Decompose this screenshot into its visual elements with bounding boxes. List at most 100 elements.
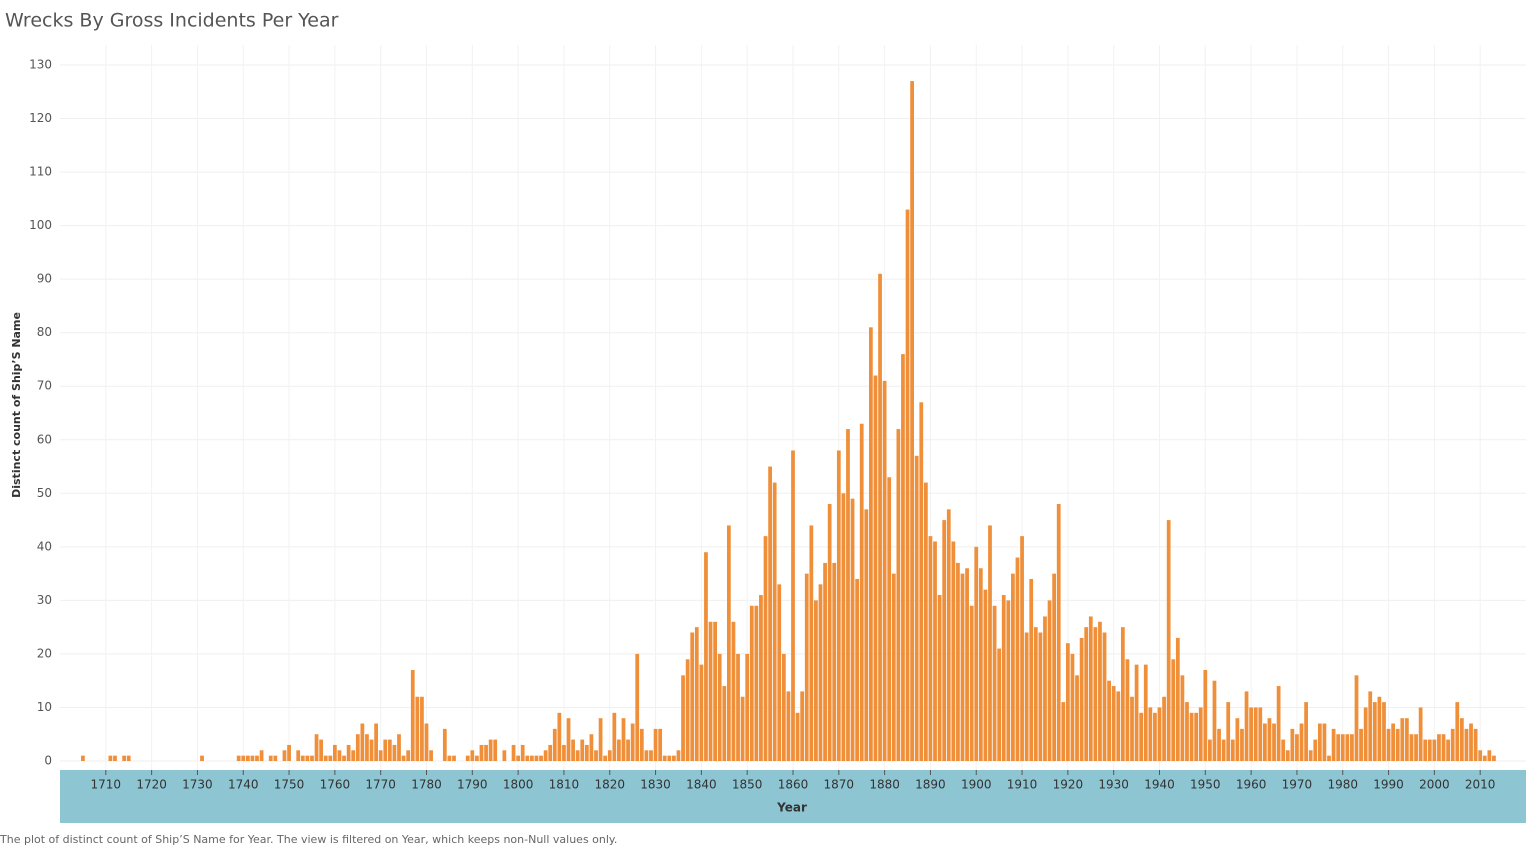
bar [1093,627,1098,761]
bar [108,755,113,761]
bar [1331,728,1336,761]
bar [1450,728,1455,761]
bar [818,584,823,761]
bar [1125,659,1130,761]
bar [250,755,255,761]
bar [1354,675,1359,761]
bar [612,712,617,761]
bar [1386,728,1391,761]
bar [864,509,869,761]
bar [969,605,974,761]
bar [873,375,878,761]
y-tick-label: 60 [37,432,52,446]
bar [562,744,566,761]
bar [786,691,791,761]
bar [717,653,722,761]
bar [933,541,937,761]
bar [676,750,681,761]
bar [832,562,837,761]
bar [777,584,782,761]
bar [1043,616,1047,761]
x-tick-label: 2000 [1419,778,1450,792]
bar [1418,707,1423,761]
bar [1061,702,1066,761]
bar [1304,702,1308,761]
bar [1285,750,1290,761]
bar [1249,707,1254,761]
bar [791,450,795,761]
bar [442,728,447,761]
bar [850,498,855,761]
bar [1079,637,1084,761]
bar [699,664,704,761]
bar [300,755,305,761]
x-tick-label: 1760 [320,778,351,792]
x-tick-label: 1770 [365,778,396,792]
bar [635,653,640,761]
x-tick-label: 2010 [1465,778,1496,792]
bar [1295,734,1299,761]
bar [200,755,204,761]
bar [626,739,630,761]
x-tick-label: 1900 [961,778,992,792]
bar [1313,739,1318,761]
bar [823,562,827,761]
bar [360,723,365,761]
bar [493,739,498,761]
y-tick-label: 30 [37,593,52,607]
bar [951,541,956,761]
bar [836,450,841,761]
bar [287,744,291,761]
bar [1240,728,1244,761]
x-tick-label: 1860 [778,778,809,792]
bar [566,718,571,761]
bar [1244,691,1249,761]
bar [1130,696,1134,761]
bar [1395,728,1400,761]
bar [1038,632,1043,761]
bar [392,744,397,761]
bar [965,568,969,761]
x-tick-label: 1830 [640,778,671,792]
bar [406,750,411,761]
bar [772,482,777,761]
bar [342,755,346,761]
bar [241,755,246,761]
bar [607,750,612,761]
bar [855,578,860,761]
bar [594,750,598,761]
bar [1194,712,1199,761]
x-tick-label: 1780 [411,778,442,792]
bar [649,750,653,761]
bar [1006,600,1011,761]
bar [956,562,960,761]
bar [365,734,369,761]
bar [919,402,924,761]
bar [1134,664,1139,761]
bar [1258,707,1263,761]
bar [1336,734,1341,761]
bar [662,755,667,761]
x-tick-label: 1720 [136,778,167,792]
bar [910,81,914,762]
bar [1427,739,1432,761]
bar [928,536,933,761]
bar [621,718,626,761]
bar [1400,718,1405,761]
bar [1345,734,1350,761]
bar [814,600,818,761]
bar [713,621,717,761]
bar [589,734,594,761]
x-tick-label: 1960 [1236,778,1267,792]
bar [351,750,356,761]
bar [323,755,328,761]
bar [452,755,456,761]
bar [960,573,965,761]
bar [1469,723,1473,761]
bar [914,455,919,761]
bar [259,750,264,761]
bar [667,755,672,761]
bar [305,755,310,761]
bar [1262,723,1267,761]
